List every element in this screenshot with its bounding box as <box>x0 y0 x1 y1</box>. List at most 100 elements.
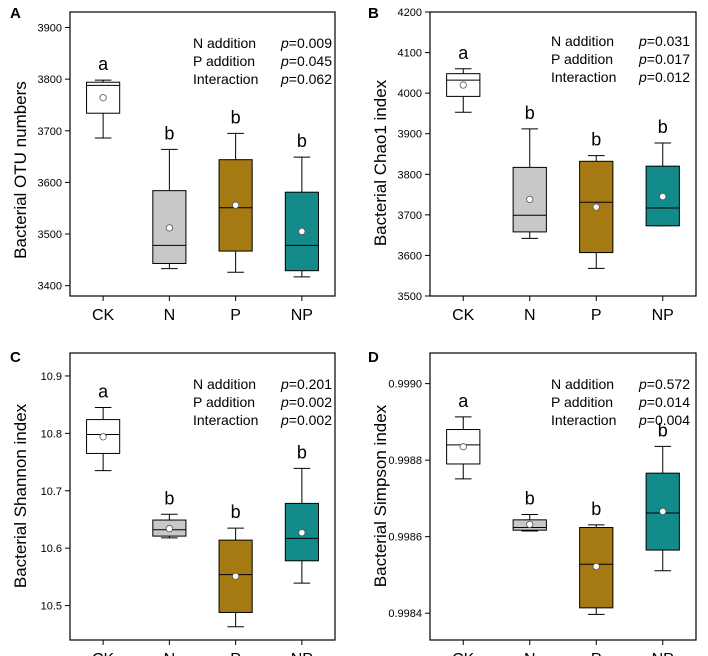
stat-p-value: =0.031 <box>647 33 690 49</box>
panel-b-xtick-label: NP <box>652 307 674 324</box>
panel-a-box-n: b <box>152 123 187 270</box>
stat-term: P addition <box>193 394 255 410</box>
stat-term: N addition <box>551 33 614 49</box>
panel-d-xtick-label: P <box>591 651 602 656</box>
mean-point <box>165 224 173 232</box>
stat-p-value: =0.002 <box>289 412 332 428</box>
panel-a-stat-2: Interaction p=0.062 <box>193 71 332 87</box>
significance-letter: b <box>297 131 307 151</box>
stat-p-label: p <box>280 71 289 87</box>
significance-letter: a <box>458 391 469 411</box>
stat-p-label: p <box>638 412 647 428</box>
panel-c-stat-1: P addition p=0.002 <box>193 394 332 410</box>
stat-term: N addition <box>551 376 614 392</box>
panel-b-frame <box>429 11 697 297</box>
stat-p-value: =0.012 <box>647 69 690 85</box>
panel-c-frame <box>69 352 336 641</box>
panel-a-letter: A <box>10 5 21 22</box>
significance-letter: b <box>231 502 241 522</box>
panel-c-stat-0: N addition p=0.201 <box>193 376 332 392</box>
panel-b-stat-2: Interaction p=0.012 <box>551 69 690 85</box>
panel-b-box-n: b <box>512 103 547 239</box>
panel-a-box-ck: a <box>86 54 121 139</box>
panel-b-ylabel: Bacterial Chao1 index <box>371 79 390 246</box>
stat-term: Interaction <box>193 412 258 428</box>
panel-b-ytick-label: 4100 <box>398 48 422 60</box>
panel-d-xtick-label: N <box>524 651 536 656</box>
panel-d-stat-2: Interaction p=0.004 <box>551 412 690 428</box>
stat-term: N addition <box>193 35 256 51</box>
panel-b-stat-0: N addition p=0.031 <box>551 33 690 49</box>
significance-letter: b <box>591 499 601 519</box>
significance-letter: b <box>164 488 174 508</box>
panel-a-box-p: b <box>218 107 253 273</box>
panel-c-xtick-label: N <box>164 651 176 656</box>
stat-p-value: =0.045 <box>289 53 332 69</box>
mean-point <box>459 443 467 451</box>
panel-d-stat-0: N addition p=0.572 <box>551 376 690 392</box>
panel-c-stat-2: Interaction p=0.002 <box>193 412 332 428</box>
mean-point <box>659 193 667 201</box>
panel-a-ylabel: Bacterial OTU numbers <box>11 81 30 259</box>
significance-letter: a <box>98 382 109 402</box>
panel-c: C Bacterial Shannon index 10.5 10.6 10.7 10… <box>10 349 336 656</box>
mean-point <box>165 525 173 533</box>
mean-point <box>592 562 600 571</box>
stat-term: Interaction <box>193 71 258 87</box>
panel-d-box-ck: a <box>446 391 481 480</box>
significance-letter: b <box>164 123 174 143</box>
panel-b-ytick-label: 3700 <box>398 210 422 222</box>
stat-term: P addition <box>551 394 613 410</box>
panel-a-stat-0: N addition p=0.009 <box>193 35 332 51</box>
mean-point <box>659 507 667 516</box>
panel-c-ytick-label: 10.6 <box>41 543 62 555</box>
significance-letter: b <box>591 130 601 150</box>
panel-b-stat-1: P addition p=0.017 <box>551 51 690 67</box>
panel-a-box-np: b <box>284 131 319 278</box>
significance-letter: b <box>231 107 241 127</box>
stat-term: P addition <box>193 53 255 69</box>
stat-p-label: p <box>638 376 647 392</box>
panel-d-box-np: b <box>645 420 680 572</box>
panel-d-letter: D <box>368 349 379 366</box>
panel-d-box-p: b <box>579 499 614 615</box>
panel-b-xtick-label: N <box>524 307 536 324</box>
stat-p-label: p <box>638 69 647 85</box>
panel-d-xtick-label: NP <box>652 651 674 656</box>
panel-a-ytick-label: 3900 <box>38 22 62 34</box>
panel-c-ylabel: Bacterial Shannon index <box>11 403 30 588</box>
stat-p-label: p <box>280 53 289 69</box>
significance-letter: b <box>658 117 668 137</box>
stat-p-value: =0.002 <box>289 394 332 410</box>
panel-d-ytick-label: 0.9990 <box>388 379 422 391</box>
significance-letter: a <box>98 54 109 74</box>
panel-a-stat-1: P addition p=0.045 <box>193 53 332 69</box>
stat-p-value: =0.572 <box>647 376 690 392</box>
panel-d-ytick-label: 0.9984 <box>388 608 422 620</box>
stat-p-label: p <box>280 376 289 392</box>
panel-a-ytick-label: 3400 <box>38 281 62 293</box>
mean-point <box>526 520 534 529</box>
significance-letter: b <box>525 103 535 123</box>
panel-b-ytick-label: 3600 <box>398 250 422 262</box>
panel-c-xtick-label: CK <box>92 651 115 656</box>
panel-b-ytick-label: 3900 <box>398 129 422 141</box>
panel-a-xtick-label: N <box>164 307 176 324</box>
mean-point <box>99 433 107 441</box>
stat-p-label: p <box>280 35 289 51</box>
stat-p-value: =0.004 <box>647 412 690 428</box>
panel-b-ytick-label: 3500 <box>398 291 422 303</box>
stat-p-value: =0.014 <box>647 394 690 410</box>
significance-letter: a <box>458 43 469 63</box>
panel-a-ytick-label: 3800 <box>38 74 62 86</box>
panel-b-xtick-label: CK <box>452 307 475 324</box>
panel-b-box-np: b <box>645 117 680 227</box>
panel-d-ytick-label: 0.9986 <box>388 532 422 544</box>
panel-c-ytick-label: 10.5 <box>41 601 62 613</box>
stat-p-value: =0.009 <box>289 35 332 51</box>
panel-c-box-np: b <box>284 442 319 584</box>
panel-c-box-ck: a <box>86 382 121 472</box>
mean-point <box>592 203 600 211</box>
stat-p-label: p <box>638 33 647 49</box>
mean-point <box>232 201 240 209</box>
